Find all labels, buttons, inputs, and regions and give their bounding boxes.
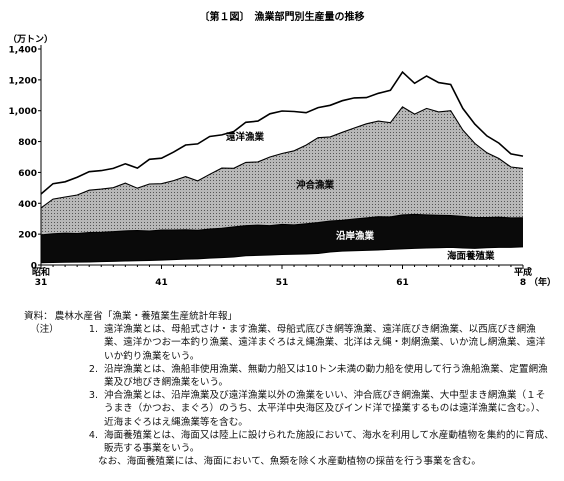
line-total-top [40,70,524,195]
notes-section: 資料： 農林水産省「漁業・養殖業生産統計年報」 （注） 1. 遠洋漁業とは、母船式さけ… [24,310,554,468]
note-number: 4. [88,429,98,441]
y-tick-label: 600 [18,169,37,179]
x-tick-label: 平成 [514,266,532,278]
note-item: （注） 1. 遠洋漁業とは、母船式さけ・ます漁業、母船式底びき網等漁業、遠洋底びき網… [24,323,554,363]
source-line: 資料： 農林水産省「漁業・養殖業生産統計年報」 [24,310,554,323]
x-tick-label: 8 [520,278,526,288]
x-axis-unit: （年） [529,276,556,288]
note-label [24,429,70,455]
label-okiai-gyogyo: 沖合漁業 [296,179,335,191]
x-tick-label: 41 [155,278,168,288]
line-okiai-top [40,106,524,209]
production-chart: 〔第１図〕 漁業部門別生産量の推移 （万トン） 0 200 400 600 800 1,0… [8,10,556,288]
y-tick-label: 200 [18,231,37,241]
label-enyo-gyogyo: 遠洋漁業 [226,131,265,143]
note-extra: なお、海面養殖業には、海面において、魚類を除く水産動植物の採苗を行う事業を含む。 [98,456,481,468]
note-text: 沖合漁業とは、沿岸漁業及び遠洋漁業以外の漁業をいい、沖合底びき網漁業、大中型まき… [104,390,546,428]
y-tick-label: 1,000 [9,107,37,117]
label-engan-gyogyo: 沿岸漁業 [336,230,375,242]
y-tick-label: 400 [18,200,37,210]
note-label: （注） [30,324,59,336]
note-label [24,389,70,429]
area-enyo-gyogyo [41,72,523,208]
note-number: 1. [88,324,98,336]
note-list: （注） 1. 遠洋漁業とは、母船式さけ・ます漁業、母船式底びき網等漁業、遠洋底びき網… [24,323,554,455]
source-text: 農林水産省「漁業・養殖業生産統計年報」 [54,311,238,322]
note-label [24,363,70,389]
y-tick-label: 1,200 [9,76,37,86]
plot-area [40,70,524,265]
y-tick-label: 1,400 [9,46,37,56]
note-number: 2. [88,363,98,375]
note-text: 海面養殖業とは、海面又は陸上に設けられた施設において、海水を利用して水産動植物を… [104,429,554,455]
x-tick-label: 51 [276,278,289,288]
y-axis-unit: （万トン） [8,34,53,45]
line-kaimen-yoshoku-top [40,246,524,264]
source-label: 資料： [24,311,53,322]
note-item: 4. 海面養殖業とは、海面又は陸上に設けられた施設において、海水を利用して水産動植… [24,429,554,455]
note-text: 沿岸漁業とは、漁船非使用漁業、無動力船又は10トン未満の動力船を使用して行う漁船… [104,363,548,389]
x-tick-label: 昭和 [32,266,50,278]
area-engan-gyogyo [41,214,523,263]
label-kaimen-yoshoku: 海面養殖業 [447,250,495,262]
note-item: 2. 沿岸漁業とは、漁船非使用漁業、無動力船又は10トン未満の動力船を使用して行う… [24,363,554,389]
x-tick-label: 31 [35,278,48,288]
x-tick-label: 61 [396,278,409,288]
chart-title: 〔第１図〕 漁業部門別生産量の推移 [200,10,365,23]
note-number: 3. [88,390,98,402]
note-item: 3. 沖合漁業とは、沿岸漁業及び遠洋漁業以外の漁業をいい、沖合底びき網漁業、大中型… [24,389,554,429]
note-text: 遠洋漁業とは、母船式さけ・ます漁業、母船式底びき網等漁業、遠洋底びき網漁業、以西… [104,324,546,362]
area-okiai-gyogyo [41,106,523,235]
y-tick-label: 0 [31,262,37,272]
line-engan-top [40,213,524,236]
y-tick-label: 800 [18,138,37,148]
